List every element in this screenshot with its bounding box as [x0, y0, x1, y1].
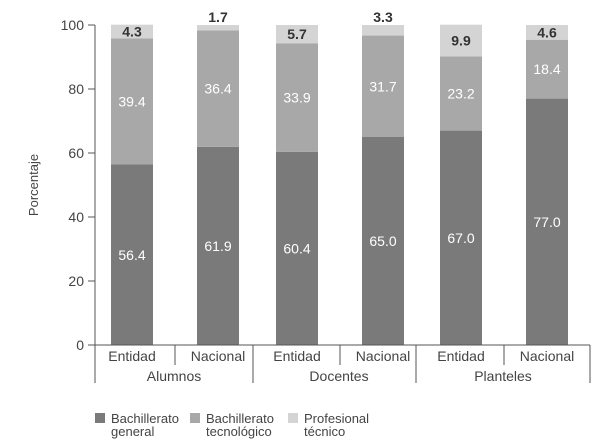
bar-segment [111, 38, 153, 165]
x-group-label: Alumnos [147, 368, 201, 384]
legend-label: Bachillerato [111, 411, 179, 426]
data-label: 4.6 [537, 24, 557, 40]
data-label: 39.4 [118, 93, 145, 109]
data-label: 77.0 [533, 214, 560, 230]
y-tick-label: 20 [68, 273, 84, 289]
bar-segment [362, 25, 404, 36]
y-tick-label: 100 [61, 17, 85, 33]
y-tick-label: 40 [68, 209, 84, 225]
x-tick-label: Nacional [356, 348, 410, 364]
legend-swatch [95, 413, 105, 423]
legend: BachilleratogeneralBachilleratotecnológi… [95, 411, 369, 439]
legend-label: general [111, 424, 154, 439]
bar-segment [362, 137, 404, 345]
y-tick-label: 80 [68, 81, 84, 97]
bar-segment [362, 35, 404, 138]
y-axis: 0 20 40 60 80 100 Porcentaje [26, 17, 96, 353]
bar-segment [197, 30, 239, 147]
legend-label: técnico [304, 424, 345, 439]
x-group-label: Docentes [309, 368, 368, 384]
x-group-label: Planteles [474, 368, 532, 384]
bar-segment [197, 146, 239, 345]
legend-swatch [190, 413, 200, 423]
bars: 56.4 39.4 4.3 61.9 36.4 1.7 60.4 33.9 5.7 65.0 31.… [111, 9, 568, 345]
bar-segment [440, 56, 482, 131]
data-label: 65.0 [369, 233, 396, 249]
bar-segment [440, 130, 482, 345]
data-label: 61.9 [204, 238, 231, 254]
data-label: 56.4 [118, 247, 145, 263]
bar-segment [440, 24, 482, 57]
x-tick-label: Entidad [273, 348, 320, 364]
data-label: 1.7 [208, 9, 228, 25]
legend-label: Bachillerato [206, 411, 274, 426]
bar-segment [276, 25, 318, 44]
bar-segment [526, 39, 568, 99]
bar-segment [111, 164, 153, 345]
x-axis: Entidad Nacional Entidad Nacional Entidad Nac… [94, 344, 591, 384]
bar-segment [111, 24, 153, 39]
bar-segment [276, 43, 318, 152]
legend-label: Profesional [304, 411, 369, 426]
legend-label: tecnológico [206, 424, 272, 439]
x-tick-label: Entidad [108, 348, 155, 364]
data-label: 9.9 [451, 33, 471, 49]
data-label: 5.7 [287, 26, 307, 42]
bar-segment [526, 25, 568, 40]
data-label: 33.9 [283, 89, 310, 105]
legend-swatch [288, 413, 298, 423]
x-tick-label: Nacional [191, 348, 245, 364]
data-label: 67.0 [447, 230, 474, 246]
bar-segment [526, 98, 568, 345]
data-label: 60.4 [283, 240, 310, 256]
data-label: 23.2 [447, 85, 474, 101]
data-label: 3.3 [373, 9, 393, 25]
bar-segment [276, 151, 318, 345]
y-axis-title: Porcentaje [26, 154, 41, 216]
y-tick-label: 60 [68, 145, 84, 161]
y-tick-label: 0 [76, 337, 84, 353]
data-label: 36.4 [204, 81, 231, 97]
x-tick-label: Nacional [520, 348, 574, 364]
bar-segment [197, 25, 239, 31]
data-label: 4.3 [122, 24, 142, 40]
data-label: 18.4 [533, 61, 560, 77]
data-label: 31.7 [369, 78, 396, 94]
x-tick-label: Entidad [437, 348, 484, 364]
